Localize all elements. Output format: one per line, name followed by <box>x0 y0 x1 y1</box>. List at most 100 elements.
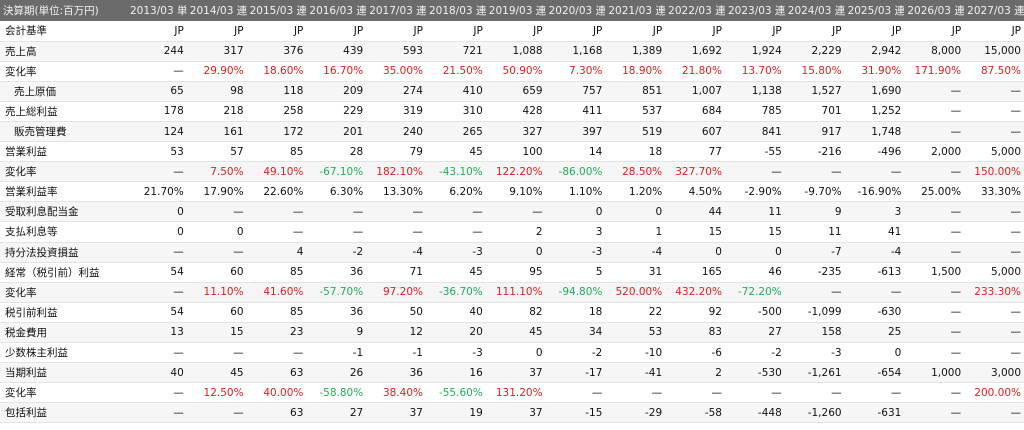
header-period: 2026/03 連 <box>904 0 965 21</box>
value-cell: — <box>964 101 1024 122</box>
value-cell: 3 <box>844 201 905 223</box>
value-cell: 44 <box>665 201 725 223</box>
value-cell: 659 <box>485 81 546 102</box>
value-cell: 21.70% <box>127 181 187 203</box>
value-cell: -57.70% <box>306 282 367 303</box>
row-label: 当期利益 <box>0 362 127 384</box>
value-cell: 29.90% <box>186 61 247 82</box>
value-cell: -500 <box>724 302 785 323</box>
value-cell: -631 <box>844 402 905 424</box>
value-cell: 432.20% <box>665 282 725 303</box>
value-cell: — <box>127 61 187 82</box>
value-cell: — <box>605 382 666 404</box>
value-cell: 244 <box>127 41 187 62</box>
value-cell: 1.10% <box>545 181 606 203</box>
value-cell: 593 <box>366 41 426 62</box>
value-cell: 15.80% <box>784 61 845 82</box>
value-cell: 397 <box>545 121 606 143</box>
value-cell: JP <box>784 21 845 42</box>
value-cell: — <box>964 402 1024 424</box>
value-cell: 258 <box>246 101 307 122</box>
value-cell: 1,007 <box>665 81 725 102</box>
value-cell: 0 <box>545 201 606 223</box>
value-cell: 38.40% <box>366 382 426 404</box>
value-cell: — <box>425 201 486 223</box>
value-cell: JP <box>964 21 1024 42</box>
value-cell: 178 <box>127 101 187 122</box>
value-cell: 1,690 <box>844 81 905 102</box>
header-period: 2016/03 連 <box>306 0 367 21</box>
value-cell: 46 <box>724 262 785 283</box>
value-cell: 45 <box>425 262 486 283</box>
value-cell: 35.00% <box>366 61 426 82</box>
value-cell: JP <box>425 21 486 42</box>
value-cell: -9.70% <box>784 181 845 203</box>
value-cell: — <box>127 402 187 424</box>
value-cell: 18.90% <box>605 61 666 82</box>
header-period: 2022/03 連 <box>665 0 725 21</box>
header-label: 決算期(単位:百万円) <box>0 0 127 21</box>
value-cell: -58.80% <box>306 382 367 404</box>
value-cell: 118 <box>246 81 307 102</box>
row-label: 売上高 <box>0 41 127 62</box>
value-cell: 1,527 <box>784 81 845 102</box>
value-cell: -41 <box>605 362 666 384</box>
value-cell: — <box>485 201 546 223</box>
value-cell: — <box>904 302 965 323</box>
value-cell: — <box>186 342 247 364</box>
header-period: 2027/03 連 <box>964 0 1024 21</box>
value-cell: 607 <box>665 121 725 143</box>
value-cell: 12.50% <box>186 382 247 404</box>
value-cell: 16 <box>425 362 486 384</box>
value-cell: JP <box>485 21 546 42</box>
value-cell: — <box>246 201 307 223</box>
value-cell: — <box>964 81 1024 102</box>
row-label: 少数株主利益 <box>0 342 127 364</box>
value-cell: 158 <box>784 322 845 344</box>
value-cell: 0 <box>665 242 725 263</box>
value-cell: JP <box>665 21 725 42</box>
value-cell: 150.00% <box>964 161 1024 183</box>
value-cell: -448 <box>724 402 785 424</box>
table-row: 包括利益 — —63 27 37 19 37 -15 -29 -58 -448 -1,260 -631—… <box>0 402 1024 424</box>
table-row: 会計基準 JP JP JP JP JP JP JP JP JP JP JP JP JP JP JP <box>0 21 1024 42</box>
value-cell: — <box>844 382 905 404</box>
value-cell: 327.70% <box>665 161 725 183</box>
value-cell: 8,000 <box>904 41 965 62</box>
value-cell: 171.90% <box>904 61 965 82</box>
header-period: 2014/03 連 <box>186 0 247 21</box>
value-cell: — <box>186 201 247 223</box>
header-period: 2021/03 連 <box>605 0 666 21</box>
value-cell: 12 <box>366 322 426 344</box>
value-cell: -94.80% <box>545 282 606 303</box>
value-cell: 785 <box>724 101 785 122</box>
value-cell: 57 <box>186 141 247 163</box>
value-cell: 111.10% <box>485 282 546 303</box>
value-cell: 13.30% <box>366 181 426 203</box>
value-cell: 50 <box>366 302 426 323</box>
value-cell: 2,000 <box>904 141 965 163</box>
value-cell: -613 <box>844 262 905 283</box>
value-cell: — <box>904 342 965 364</box>
value-cell: 40 <box>425 302 486 323</box>
value-cell: -1 <box>306 342 367 364</box>
table-row: 売上原価 65 98 118 209 274 410 659 757 851 1,007 1,138 1… <box>0 81 1024 102</box>
value-cell: 23 <box>246 322 307 344</box>
value-cell: 0 <box>485 342 546 364</box>
value-cell: — <box>306 201 367 223</box>
value-cell: 2,229 <box>784 41 845 62</box>
value-cell: 15 <box>186 322 247 344</box>
value-cell: — <box>127 161 187 183</box>
table-row: 変化率 —11.10% 41.60% -57.70% 97.20% -36.70% 111.… <box>0 282 1024 303</box>
value-cell: 17.90% <box>186 181 247 203</box>
table-row: 少数株主利益 — — — -1 -1 -3 0 -2 -10 -6 -2 -3 0— — <box>0 342 1024 364</box>
value-cell: — <box>784 161 845 183</box>
value-cell: — <box>964 302 1024 323</box>
value-cell: — <box>904 322 965 344</box>
value-cell: 63 <box>246 362 307 384</box>
value-cell: — <box>964 121 1024 143</box>
row-label: 売上原価 <box>0 81 127 102</box>
value-cell: 83 <box>665 322 725 344</box>
value-cell: 9 <box>784 201 845 223</box>
value-cell: — <box>904 81 965 102</box>
